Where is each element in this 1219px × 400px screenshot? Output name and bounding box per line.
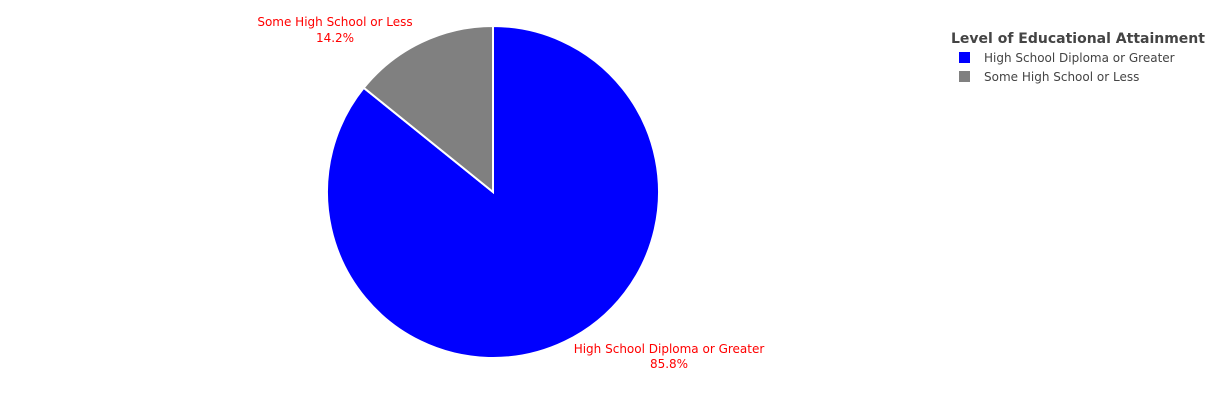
legend-title: Level of Educational Attainment: [951, 31, 1205, 47]
slice-label-some-high-school-value: 14.2%: [316, 31, 354, 45]
pie-slice-some-high-school[interactable]: [362, 24, 494, 195]
slice-label-some-high-school-name: Some High School or Less: [257, 15, 412, 29]
legend: Level of Educational Attainment High Sch…: [951, 31, 1205, 84]
legend-label-high-school-diploma: High School Diploma or Greater: [984, 51, 1175, 65]
pie-slice-labels: High School Diploma or Greater 85.8% Som…: [257, 15, 764, 371]
legend-item-high-school-diploma[interactable]: High School Diploma or Greater: [959, 51, 1175, 65]
slice-label-high-school-diploma-name: High School Diploma or Greater: [574, 342, 765, 356]
slice-label-high-school-diploma-value: 85.8%: [650, 357, 688, 371]
legend-item-some-high-school[interactable]: Some High School or Less: [959, 70, 1139, 84]
legend-swatch-high-school-diploma: [959, 52, 970, 63]
pie-slices: [326, 24, 660, 359]
legend-label-some-high-school: Some High School or Less: [984, 70, 1139, 84]
legend-swatch-some-high-school: [959, 71, 970, 82]
